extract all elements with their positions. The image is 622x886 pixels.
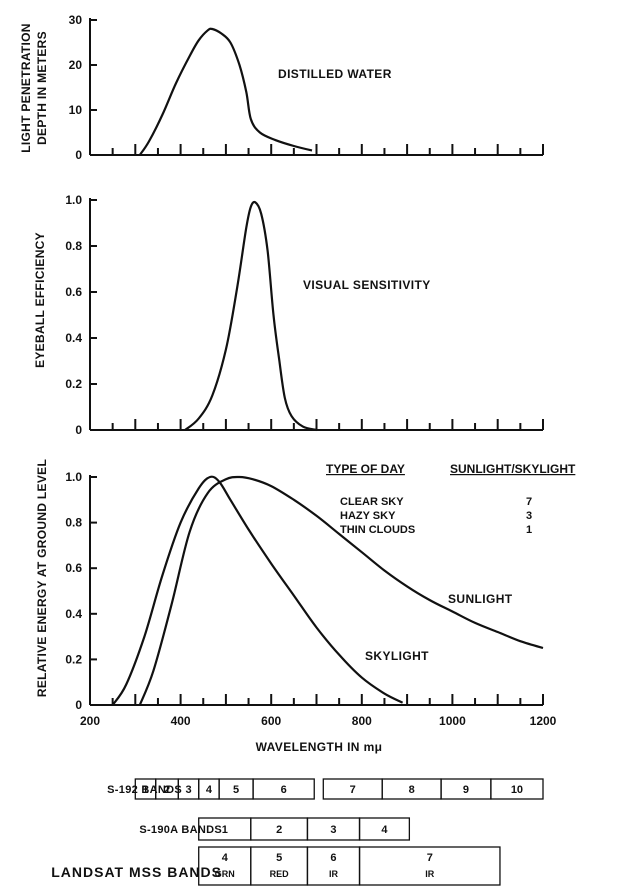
light-penetration-y-tick-label: 30 bbox=[69, 13, 83, 27]
landsat-band-sublabel: RED bbox=[270, 869, 290, 879]
s192-band-number: 3 bbox=[185, 784, 191, 796]
relative-energy-x-tick-label: 200 bbox=[80, 714, 100, 728]
s192-band-number: 2 bbox=[164, 784, 170, 796]
relative-energy-x-tick-label: 1200 bbox=[530, 714, 557, 728]
relative-energy-y-tick-label: 0.2 bbox=[65, 652, 82, 666]
relative-energy-x-tick-label: 600 bbox=[261, 714, 281, 728]
light-penetration-ylabel-2: DEPTH IN METERS bbox=[35, 31, 49, 145]
relative-energy-chart: RELATIVE ENERGY AT GROUND LEVEL SUNLIGHT… bbox=[35, 459, 576, 754]
relative-energy-x-tick-label: 1000 bbox=[439, 714, 466, 728]
s192-band-number: 8 bbox=[409, 784, 415, 796]
landsat-mss-bands-title: LANDSAT MSS BANDS bbox=[51, 864, 222, 880]
eyeball-efficiency-y-tick-label: 0.2 bbox=[65, 377, 82, 391]
s190a-band-number: 1 bbox=[222, 824, 228, 836]
landsat-band-7 bbox=[358, 846, 501, 886]
s192-band-6 bbox=[252, 778, 315, 800]
landsat-band-number: 4 bbox=[222, 852, 229, 864]
s192-band-number: 9 bbox=[463, 784, 469, 796]
relative-energy-x-tick-label: 400 bbox=[171, 714, 191, 728]
sensor-band-diagram: S-192 BANDS S-190A BANDS LANDSAT MSS BAN… bbox=[51, 778, 544, 886]
s192-band-number: 6 bbox=[281, 784, 287, 796]
table-header-type-of-day: TYPE OF DAY bbox=[326, 462, 405, 476]
s190a-band-number: 4 bbox=[381, 824, 388, 836]
sunlight-series-label: SUNLIGHT bbox=[448, 592, 513, 606]
s192-band-number: 4 bbox=[206, 784, 213, 796]
s192-band-number: 5 bbox=[233, 784, 239, 796]
visual-sensitivity-annotation: VISUAL SENSITIVITY bbox=[303, 278, 431, 292]
eyeball-efficiency-chart: EYEBALL EFFICIENCY VISUAL SENSITIVITY 1.… bbox=[33, 193, 544, 437]
eyeball-efficiency-y-tick-label: 0.4 bbox=[65, 331, 82, 345]
relative-energy-ylabel: RELATIVE ENERGY AT GROUND LEVEL bbox=[35, 459, 49, 697]
light-penetration-ylabel-1: LIGHT PENETRATION bbox=[19, 23, 33, 153]
sunlight-curve bbox=[138, 475, 544, 706]
relative-energy-y-tick-label: 0.4 bbox=[65, 607, 82, 621]
s192-band-number: 10 bbox=[511, 784, 523, 796]
visual-sensitivity-curve bbox=[184, 200, 317, 432]
landsat-band-sublabel: IR bbox=[425, 869, 435, 879]
s192-bands-title: S-192 BANDS bbox=[107, 784, 182, 796]
relative-energy-y-tick-label: 0.6 bbox=[65, 561, 82, 575]
table-row-clear-sky-value: 7 bbox=[526, 496, 532, 508]
wavelength-axis-label: WAVELENGTH IN mμ bbox=[256, 740, 383, 754]
s190a-band-4 bbox=[358, 817, 411, 841]
skylight-curve bbox=[111, 475, 404, 706]
light-penetration-y-tick-label: 0 bbox=[75, 148, 82, 162]
table-row-clear-sky-label: CLEAR SKY bbox=[340, 496, 404, 508]
landsat-band-number: 5 bbox=[276, 852, 282, 864]
landsat-band-number: 6 bbox=[330, 852, 336, 864]
skylight-series-label: SKYLIGHT bbox=[365, 649, 429, 663]
relative-energy-x-tick-label: 800 bbox=[352, 714, 372, 728]
relative-energy-y-tick-label: 1.0 bbox=[65, 470, 82, 484]
table-row-thin-clouds-value: 1 bbox=[526, 524, 532, 536]
table-row-hazy-sky-value: 3 bbox=[526, 510, 532, 522]
table-header-ratio: SUNLIGHT/SKYLIGHT bbox=[450, 462, 576, 476]
s192-band-number: 1 bbox=[142, 784, 148, 796]
relative-energy-y-tick-label: 0 bbox=[75, 698, 82, 712]
table-row-hazy-sky-label: HAZY SKY bbox=[340, 510, 396, 522]
light-penetration-y-tick-label: 20 bbox=[69, 58, 83, 72]
light-penetration-y-tick-label: 10 bbox=[69, 103, 83, 117]
table-row-thin-clouds-label: THIN CLOUDS bbox=[340, 524, 415, 536]
sunlight-skylight-ratio-table: TYPE OF DAY SUNLIGHT/SKYLIGHT CLEAR SKY … bbox=[326, 462, 576, 536]
eyeball-efficiency-y-tick-label: 1.0 bbox=[65, 193, 82, 207]
s190a-band-number: 2 bbox=[276, 824, 282, 836]
s190a-band-number: 3 bbox=[330, 824, 336, 836]
distilled-water-annotation: DISTILLED WATER bbox=[278, 67, 392, 81]
distilled-water-curve bbox=[138, 27, 313, 156]
s192-band-number: 7 bbox=[350, 784, 356, 796]
eyeball-efficiency-ylabel: EYEBALL EFFICIENCY bbox=[33, 232, 47, 368]
eyeball-efficiency-y-tick-label: 0 bbox=[75, 423, 82, 437]
light-penetration-chart: LIGHT PENETRATION DEPTH IN METERS DISTIL… bbox=[19, 13, 544, 162]
eyeball-efficiency-y-tick-label: 0.6 bbox=[65, 285, 82, 299]
s192-band-10 bbox=[490, 778, 544, 800]
landsat-band-sublabel: GRN bbox=[215, 869, 235, 879]
landsat-band-sublabel: IR bbox=[329, 869, 339, 879]
s190a-bands-title: S-190A BANDS bbox=[139, 824, 222, 836]
relative-energy-y-tick-label: 0.8 bbox=[65, 516, 82, 530]
landsat-band-number: 7 bbox=[427, 852, 433, 864]
eyeball-efficiency-y-tick-label: 0.8 bbox=[65, 239, 82, 253]
